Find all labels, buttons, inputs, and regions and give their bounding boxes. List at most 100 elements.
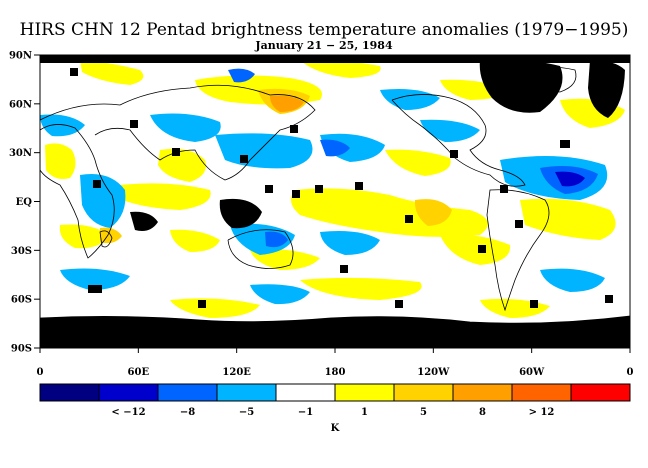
missing-data-cell	[340, 265, 348, 273]
eurasia-coastline	[40, 84, 316, 181]
lat-tick-label: 90S	[11, 344, 32, 355]
colorbar-swatch	[39, 383, 100, 402]
anomaly-region	[118, 183, 211, 210]
missing-data-cell	[500, 185, 508, 193]
missing-data-cell	[240, 155, 248, 163]
lon-tick-label: 120W	[417, 367, 450, 378]
colorbar-label: 1	[361, 407, 368, 418]
missing-data-cell	[395, 300, 403, 308]
anomaly-region	[300, 277, 422, 300]
antarctica-coastline	[40, 315, 630, 324]
colorbar-label: 5	[420, 407, 427, 418]
lon-tick-label: 0	[627, 367, 634, 378]
colorbar-label: < −12	[111, 407, 145, 418]
missing-data-cell	[315, 185, 323, 193]
anomaly-region	[59, 224, 110, 249]
colorbar-unit: K	[331, 423, 340, 434]
missing-data-cell	[405, 215, 413, 223]
colorbar-swatch	[334, 383, 395, 402]
africa-coastline	[40, 124, 115, 259]
anomaly-region	[385, 149, 451, 176]
missing-data-cell	[560, 140, 570, 148]
very-strong-negative-regions	[555, 171, 585, 187]
missing-data-regions	[40, 55, 630, 348]
missing-data-cell	[130, 120, 138, 128]
anomaly-region	[270, 95, 304, 112]
colorbar-swatch	[452, 383, 513, 402]
anomaly-region	[60, 268, 130, 290]
colorbar-swatch	[275, 383, 336, 402]
missing-data-cell	[450, 150, 458, 158]
colorbar-swatch	[157, 383, 218, 402]
anomaly-region	[40, 114, 85, 137]
missing-data-region	[219, 198, 262, 229]
anomaly-field	[40, 55, 630, 348]
anomaly-region	[420, 119, 480, 142]
lat-tick-label: 60S	[11, 295, 32, 306]
anomaly-region	[250, 249, 320, 270]
anomaly-region	[440, 234, 511, 265]
anomaly-region	[320, 139, 350, 157]
very-strong-positive-regions	[270, 95, 304, 112]
missing-data-region	[479, 59, 563, 113]
anomaly-region	[250, 284, 310, 305]
missing-data-cell	[88, 285, 102, 293]
coastlines	[40, 66, 630, 324]
chart-subtitle: January 21 − 25, 1984	[255, 39, 393, 52]
anomaly-region	[150, 113, 221, 142]
colorbar-label: −5	[239, 407, 254, 418]
anomaly-region	[170, 229, 220, 252]
colorbar-label: 8	[479, 407, 486, 418]
missing-data-cell	[265, 185, 273, 193]
missing-data-cell	[478, 245, 486, 253]
lat-tick-label: 90N	[9, 51, 32, 62]
anomaly-region	[320, 231, 380, 255]
anomaly-region	[80, 60, 144, 85]
colorbar-swatch	[98, 383, 159, 402]
missing-data-cell	[172, 148, 180, 156]
lat-tick-label: 30S	[11, 246, 32, 257]
missing-data-cell	[605, 295, 613, 303]
missing-data-cell	[93, 180, 101, 188]
colorbar-swatch	[393, 383, 454, 402]
anomaly-region	[265, 231, 288, 248]
missing-data-cell	[290, 125, 298, 133]
missing-data-region	[130, 211, 158, 231]
lon-tick-label: 180	[325, 367, 346, 378]
lat-tick-label: 60N	[9, 99, 32, 110]
colorbar-label: −8	[180, 407, 195, 418]
anomaly-region	[300, 59, 381, 78]
anomaly-region	[158, 148, 206, 182]
missing-data-cell	[355, 182, 363, 190]
anomaly-region	[230, 223, 295, 255]
chart-title: HIRS CHN 12 Pentad brightness temperatur…	[19, 20, 629, 40]
positive-anomaly-regions	[45, 59, 625, 318]
colorbar-swatch	[216, 383, 277, 402]
anomaly-region	[414, 199, 452, 226]
missing-data-band	[40, 55, 630, 63]
colorbar-label: > 12	[529, 407, 555, 418]
longitude-axis: 0 60E 120E 180 120W 60W 0	[37, 348, 634, 378]
anomaly-region	[555, 171, 585, 187]
north-america-coastline	[391, 94, 526, 187]
lat-tick-label: EQ	[16, 197, 33, 208]
australia-coastline	[227, 229, 294, 269]
map-plot-area	[40, 55, 630, 348]
lon-tick-label: 0	[37, 367, 44, 378]
south-america-coastline	[486, 189, 550, 312]
missing-data-cell	[515, 220, 523, 228]
anomaly-region	[540, 268, 605, 292]
colorbar-swatch	[511, 383, 572, 402]
anomaly-region	[45, 143, 76, 179]
colorbar-label: −1	[298, 407, 313, 418]
lon-tick-label: 60E	[128, 367, 150, 378]
latitude-axis: 90N 60N 30N EQ 30S 60S 90S	[9, 51, 40, 355]
anomaly-region	[215, 133, 313, 169]
strong-negative-regions	[228, 68, 598, 248]
missing-data-cell	[70, 68, 78, 76]
missing-data-cell	[530, 300, 538, 308]
missing-data-cell	[198, 300, 206, 308]
lon-tick-label: 120E	[222, 367, 251, 378]
anomaly-region	[291, 188, 488, 237]
